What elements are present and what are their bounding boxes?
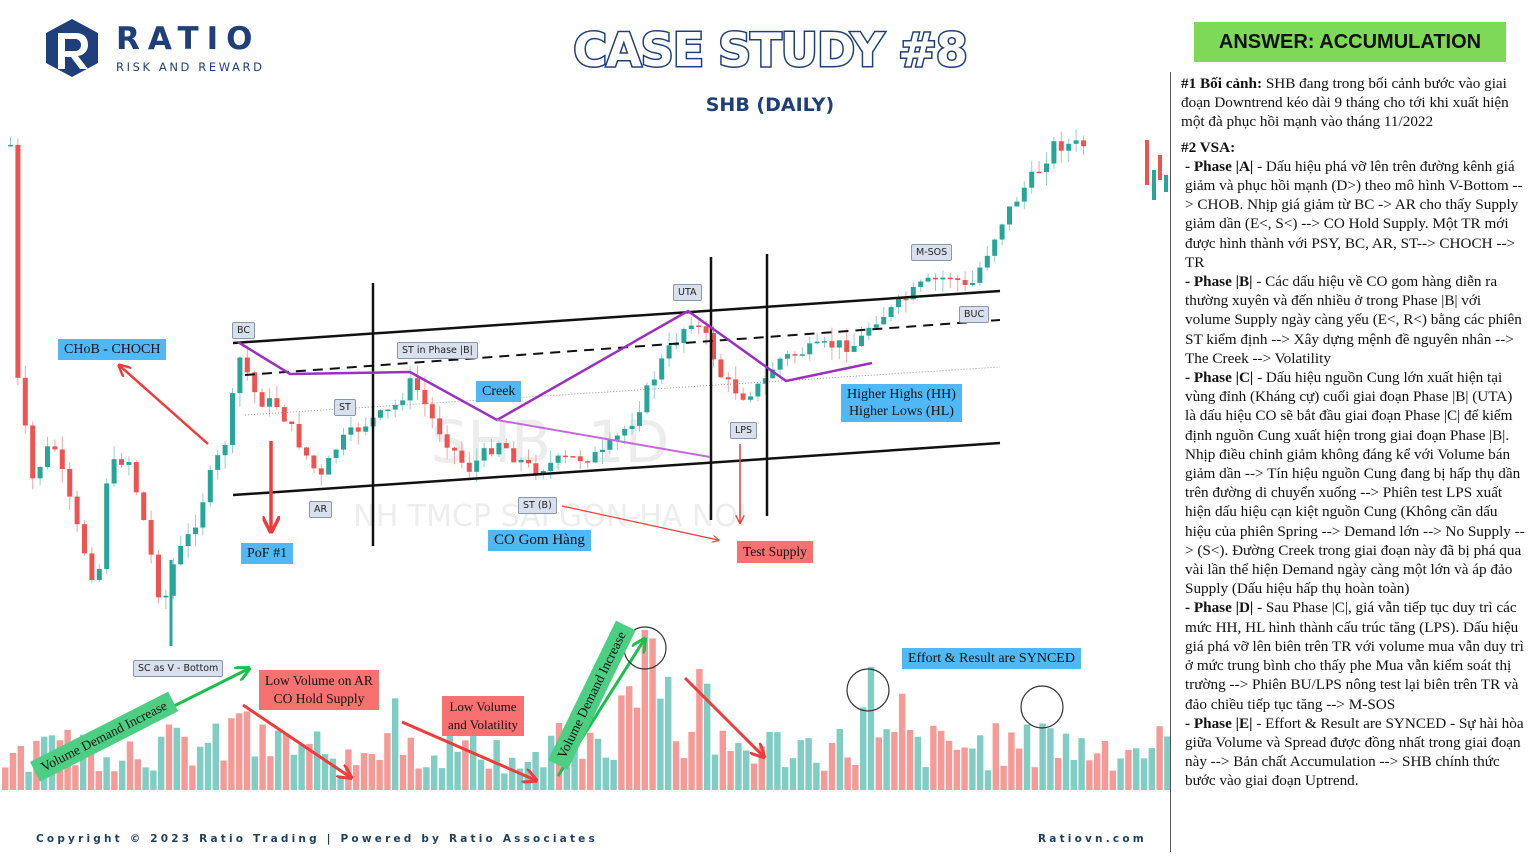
label-low-volume-volatility: Low Volume and Volatility [442,696,524,736]
range-lower-line [232,441,1001,497]
vol-ar-arrow [242,703,350,777]
tag-buc: BUC [959,306,990,323]
footer-copyright: Copyright © 2023 Ratio Trading | Powered… [36,833,598,845]
volume-circle-sync-1 [846,668,890,712]
vol-volatility-arrow [401,720,535,780]
vsa-heading: #2 VSA: [1181,138,1236,156]
label-choch: CHoB - CHOCH [58,339,167,360]
label-hl: Higher Lows (HL) [848,404,954,419]
phase-d-text: - Sau Phase |C|, giá vẫn tiếp tục duy tr… [1185,599,1524,713]
answer-badge: ANSWER: ACCUMULATION [1194,22,1506,62]
ratio-logo: RATIO RISK AND REWARD [44,17,265,79]
context-paragraph: #1 Bối cảnh: SHB đang trong bối cảnh bướ… [1181,74,1527,132]
label-low-volume-volatility-line1: Low Volume [449,699,517,714]
tag-uta: UTA [673,284,702,301]
vsa-heading-line: #2 VSA: [1181,138,1527,157]
tag-bc: BC [232,322,255,339]
label-low-volume-ar-line1: Low Volume on AR [265,673,373,688]
phase-e: - Phase |E| - Effort & Result are SYNCED… [1181,714,1527,791]
phase-a-heading: - Phase |A| [1185,157,1254,175]
vol-decline-arrow [683,676,763,756]
range-upper-line [232,289,1001,345]
context-text: SHB đang trong bối cảnh bước vào giai đo… [1181,75,1509,131]
tag-st: ST [334,399,356,416]
page-title: CASE STUDY #8 [572,22,970,79]
label-test-supply: Test Supply [737,541,813,563]
ratio-hexagon-logo-icon [46,19,98,77]
phase-c: - Phase |C| - Dấu hiệu nguồn Cung lớn xu… [1181,368,1527,598]
price-volume-chart: SHB, 1D NH TMCP SAI GON-HA NOI [2,129,1170,790]
label-pof: PoF #1 [241,543,294,564]
page-subtitle: SHB (DAILY) [705,94,835,116]
phase-c-heading: - Phase |C| [1185,369,1254,387]
tag-ar: AR [309,501,333,518]
phase-e-heading: - Phase |E| [1185,714,1253,732]
explanation-panel: #1 Bối cảnh: SHB đang trong bối cảnh bướ… [1181,74,1527,791]
footer-website[interactable]: Ratiovn.com [1038,833,1147,845]
label-co-gom-hang: CO Gom Hàng [488,530,591,551]
label-low-volume-ar: Low Volume on AR CO Hold Supply [259,670,379,710]
label-hh: Higher Highs (HH) [847,387,956,402]
candlesticks [8,129,1168,646]
label-hh-hl: Higher Highs (HH) Higher Lows (HL) [841,384,962,422]
brand-name: RATIO [116,21,261,57]
dotted-midline [244,366,1001,416]
phase-c-text: - Dấu hiệu nguồn Cung lớn xuất hiện tại … [1185,369,1525,598]
st-b-arrow [561,505,718,540]
brand-tagline: RISK AND REWARD [116,60,265,74]
tag-st-phase-b: ST in Phase |B| [397,342,478,359]
creek-line [496,419,711,458]
phase-d-heading: - Phase |D| [1185,599,1254,617]
tag-sc-v-bottom: SC as V - Bottom [133,660,224,677]
tag-m-sos: M-SOS [911,244,953,261]
phase-b: - Phase |B| - Các dấu hiệu về CO gom hàn… [1181,272,1527,368]
label-low-volume-ar-line2: CO Hold Supply [273,691,365,706]
tag-lps: LPS [730,422,758,439]
volume-circle-sync-2 [1020,685,1064,729]
label-creek: Creek [476,381,522,402]
choch-arrow [120,366,209,445]
context-heading: #1 Bối cảnh: [1181,75,1263,92]
phase-d: - Phase |D| - Sau Phase |C|, giá vẫn tiế… [1181,598,1527,713]
panel-divider [1170,72,1171,852]
phase-b-heading: - Phase |B| [1185,273,1253,291]
label-low-volume-volatility-line2: and Volatility [448,717,518,732]
phase-a-text: - Dấu hiệu phá vỡ lên trên đường kênh gi… [1185,157,1523,271]
phase-b-text: - Các dấu hiệu về CO gom hàng diễn ra th… [1185,273,1522,367]
tag-st-b: ST (B) [518,497,557,514]
volume-bars [2,629,1170,790]
label-effort-result: Effort & Result are SYNCED [902,648,1081,669]
phase-e-text: - Effort & Result are SYNCED - Sự hài hò… [1185,714,1524,790]
phase-a: - Phase |A| - Dấu hiệu phá vỡ lên trên đ… [1181,157,1527,272]
